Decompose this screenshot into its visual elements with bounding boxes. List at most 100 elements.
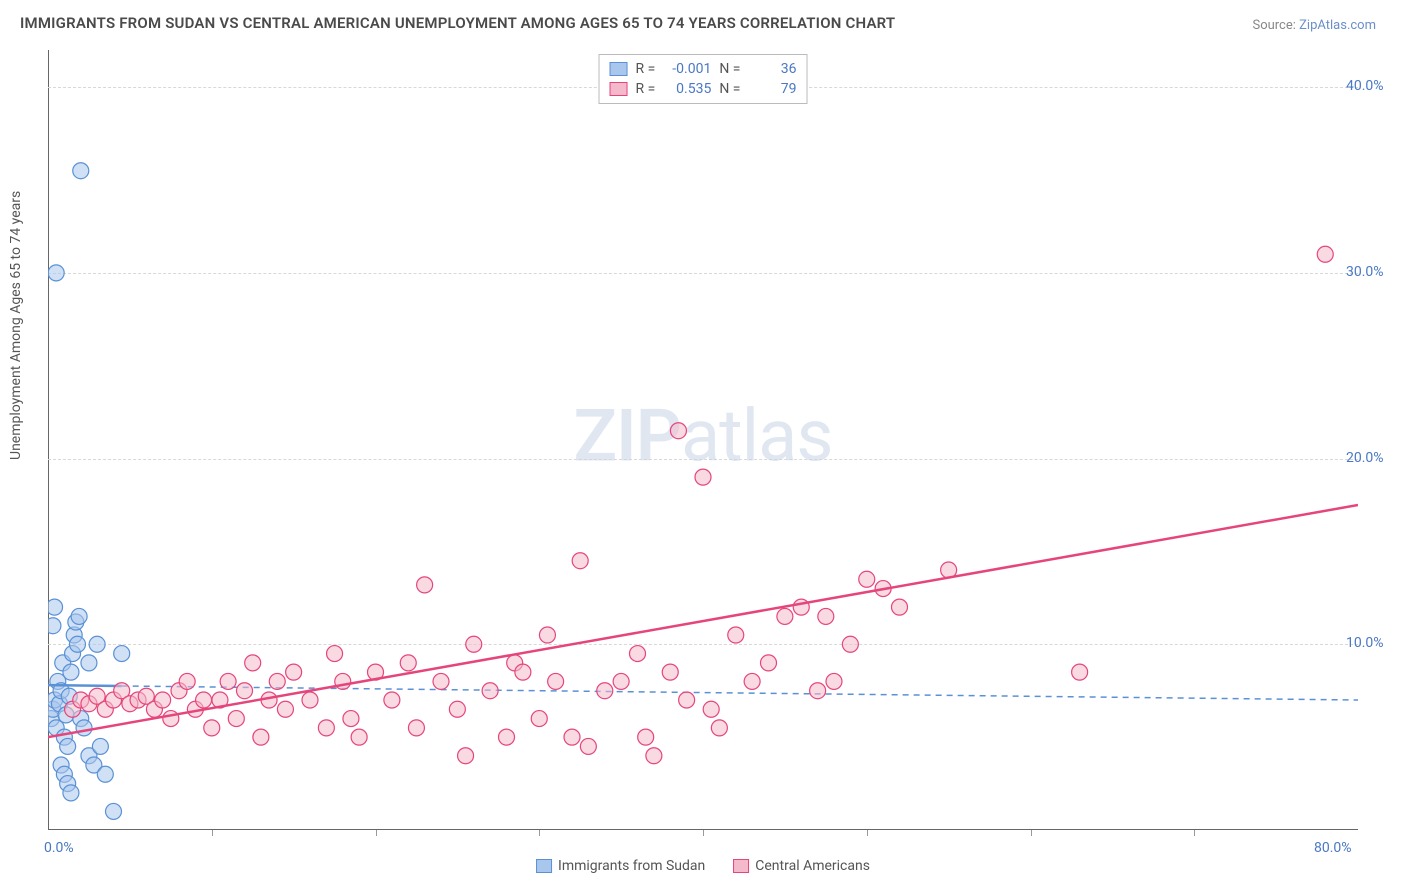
x-minor-tick [212,830,213,836]
data-point [744,673,760,689]
data-point [515,664,531,680]
data-point [531,711,547,727]
data-point [826,673,842,689]
data-point [630,646,646,662]
data-point [179,673,195,689]
legend-swatch-sudan [610,62,628,76]
data-point [433,673,449,689]
source-link[interactable]: ZipAtlas.com [1299,18,1376,33]
data-point [679,692,695,708]
data-point [92,738,108,754]
data-point [466,636,482,652]
data-point [114,646,130,662]
data-point [417,577,433,593]
data-point [69,636,85,652]
legend-N-sudan: 36 [748,61,796,77]
chart-title: IMMIGRANTS FROM SUDAN VS CENTRAL AMERICA… [20,14,895,32]
legend-N-central: 79 [748,81,796,97]
legend-row-central: R = 0.535 N = 79 [610,79,797,99]
legend-R-label: R = [636,81,656,97]
data-point [1317,246,1333,262]
data-point [48,599,63,615]
bottom-swatch-sudan [536,859,552,873]
data-point [728,627,744,643]
data-point [106,803,122,819]
x-tick-label: 0.0% [44,840,74,856]
data-point [818,608,834,624]
data-point [400,655,416,671]
x-minor-tick [376,830,377,836]
data-point [76,720,92,736]
legend-row-sudan: R = -0.001 N = 36 [610,59,797,79]
y-tick-label: 40.0% [1346,78,1406,94]
data-point [499,729,515,745]
data-point [220,673,236,689]
data-point [482,683,498,699]
bottom-legend-central: Central Americans [733,858,870,874]
legend-R-central: 0.535 [663,81,711,97]
data-point [695,469,711,485]
data-point [458,748,474,764]
data-point [81,655,97,671]
data-point [286,664,302,680]
data-point [269,673,285,689]
y-tick-label: 20.0% [1346,450,1406,466]
bottom-swatch-central [733,859,749,873]
legend-N-label: N = [719,61,740,77]
regression-line [48,685,122,686]
data-point [245,655,261,671]
data-point [327,646,343,662]
legend-N-label: N = [719,81,740,97]
data-point [597,683,613,699]
correlation-legend: R = -0.001 N = 36 R = 0.535 N = 79 [599,54,808,104]
data-point [89,636,105,652]
data-point [302,692,318,708]
data-point [63,664,79,680]
y-tick-label: 30.0% [1346,264,1406,280]
data-point [48,618,61,634]
data-point [842,636,858,652]
data-point [572,553,588,569]
data-point [662,664,678,680]
data-point [777,608,793,624]
data-point [646,748,662,764]
data-point [449,701,465,717]
bottom-label-central: Central Americans [755,858,870,874]
data-point [71,608,87,624]
data-point [48,265,64,281]
data-point [155,692,171,708]
data-point [580,738,596,754]
data-point [351,729,367,745]
data-point [539,627,555,643]
source-attribution: Source: ZipAtlas.com [1252,18,1376,33]
x-tick-label: 80.0% [1314,840,1352,856]
data-point [73,163,89,179]
data-point [204,720,220,736]
data-point [548,673,564,689]
data-point [228,711,244,727]
chart-plot-area: ZIPatlas R = -0.001 N = 36 R = 0.535 N =… [48,50,1358,830]
data-point [63,785,79,801]
x-minor-tick [867,830,868,836]
data-point [892,599,908,615]
data-point [761,655,777,671]
data-point [97,766,113,782]
data-point [859,571,875,587]
data-point [1072,664,1088,680]
data-point [613,673,629,689]
data-point [703,701,719,717]
x-minor-tick [1194,830,1195,836]
data-point [384,692,400,708]
legend-swatch-central [610,82,628,96]
x-minor-tick [539,830,540,836]
y-axis-label: Unemployment Among Ages 65 to 74 years [8,191,24,460]
data-point [237,683,253,699]
data-point [408,720,424,736]
data-point [196,692,212,708]
scatter-svg [48,50,1358,830]
data-point [638,729,654,745]
data-point [318,720,334,736]
y-tick-label: 10.0% [1346,635,1406,651]
x-minor-tick [1031,830,1032,836]
data-point [277,701,293,717]
